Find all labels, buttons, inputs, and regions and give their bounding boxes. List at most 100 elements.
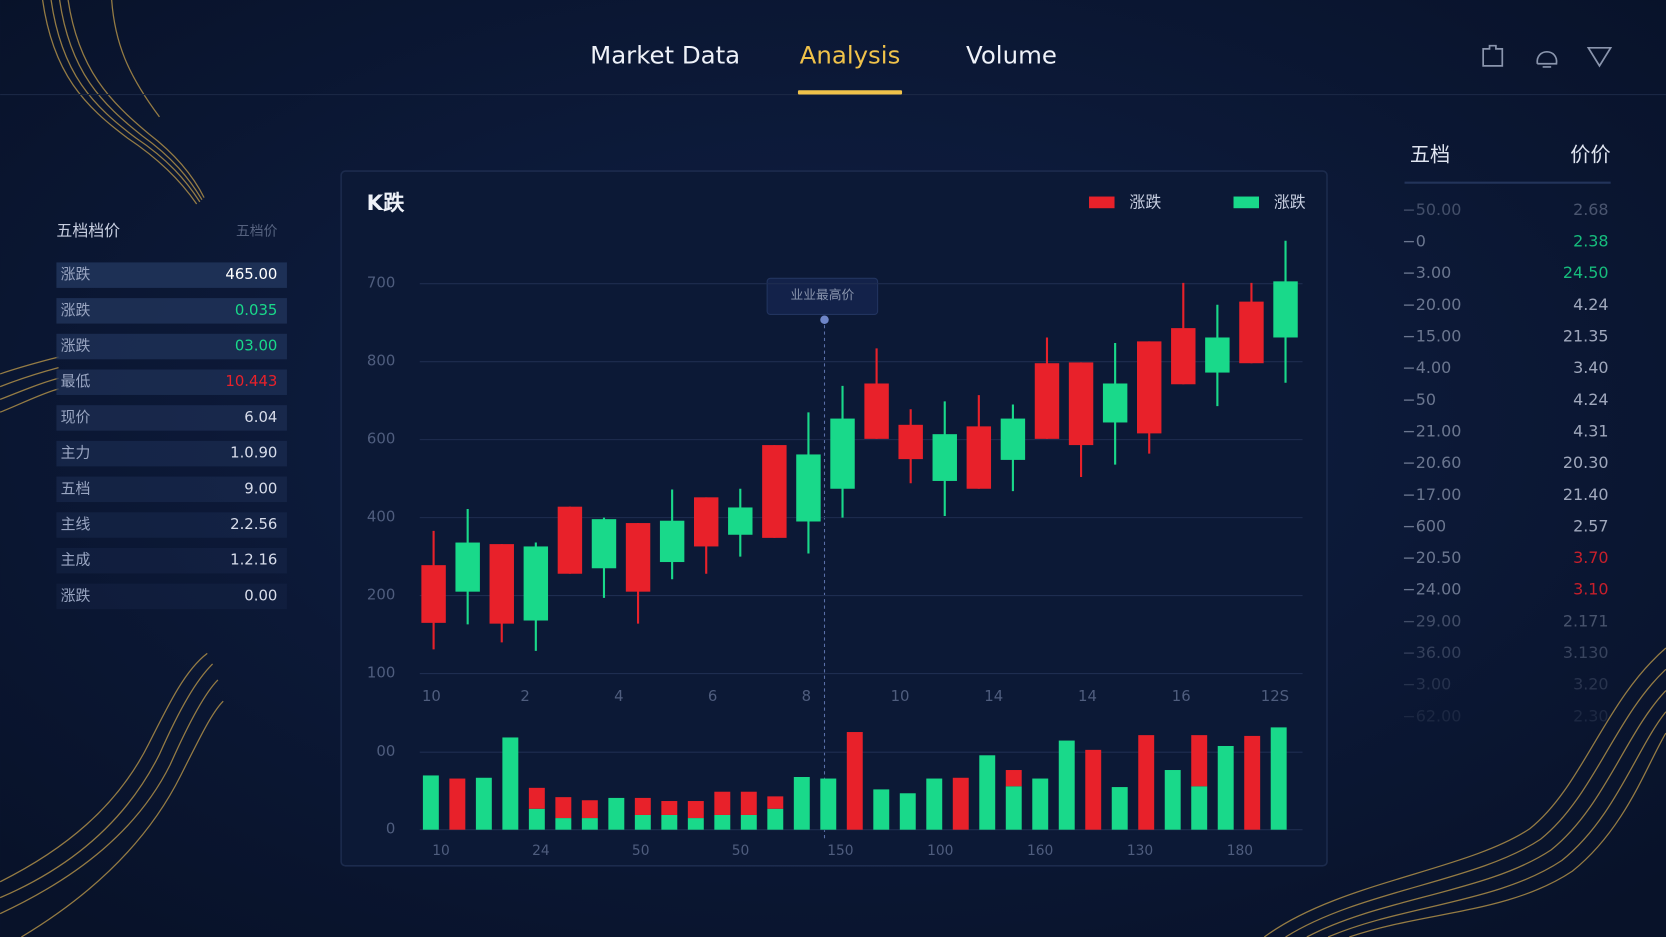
candle-body (1102, 383, 1128, 423)
y-tick-label: 800 (367, 352, 395, 370)
nav-tab[interactable]: Market Data (590, 40, 740, 69)
row-label: −50 (1402, 390, 1436, 409)
x-tick-label: 10 (432, 843, 450, 859)
candle-body (1171, 328, 1196, 385)
row-value: 1.0.90 (230, 444, 277, 462)
row-value: 2.2.56 (230, 515, 277, 533)
volume-bar (634, 814, 651, 830)
y-tick-label: 100 (367, 664, 395, 682)
x-tick-label: 12S (1261, 687, 1289, 705)
volume-bar (555, 818, 572, 830)
volume-bar (581, 818, 598, 830)
volume-bar (528, 787, 545, 809)
icon-button[interactable] (1482, 44, 1504, 67)
row-value: 03.00 (235, 337, 278, 355)
tooltip (766, 277, 879, 315)
panel-header: 五档档价 (56, 221, 120, 240)
candle-body (591, 519, 617, 569)
nav-tab[interactable]: Analysis (800, 40, 901, 69)
x-tick-label: 10 (422, 687, 441, 705)
row-value: 2.171 (1563, 611, 1609, 630)
volume-bar (1005, 786, 1022, 830)
y-tick-label: 700 (367, 274, 395, 292)
row-label: −20.50 (1402, 548, 1461, 567)
volume-bar (1111, 787, 1128, 830)
row-label: 主力 (61, 444, 91, 462)
row-value: 465.00 (225, 265, 277, 283)
row-value: 3.70 (1573, 548, 1608, 567)
candle-body (1239, 301, 1264, 364)
volume-bar (661, 801, 678, 815)
row-value: 21.40 (1563, 485, 1609, 504)
row-background (56, 512, 287, 538)
row-value: 2.68 (1573, 200, 1608, 219)
row-background (56, 262, 287, 288)
row-label: 涨跌 (61, 586, 91, 604)
icon-button[interactable] (1536, 50, 1558, 68)
row-background (56, 298, 287, 324)
volume-bar (1217, 745, 1234, 830)
row-value: 4.24 (1573, 295, 1608, 314)
candle-body (1136, 341, 1162, 434)
candle-body (659, 520, 685, 563)
nav-tab[interactable]: Volume (966, 40, 1057, 69)
volume-bar (1270, 727, 1287, 830)
tooltip-text: 业业最高价 (791, 287, 855, 303)
y-tick-label: 00 (376, 742, 395, 760)
legend-swatch (1233, 196, 1260, 209)
row-background (56, 476, 287, 503)
volume-bar (502, 737, 519, 830)
volume-bar (846, 732, 863, 830)
volume-bar (714, 791, 731, 815)
y-tick-label: 200 (367, 586, 395, 604)
volume-bar (740, 814, 757, 830)
row-label: −21.00 (1402, 421, 1461, 440)
row-value: 2.57 (1573, 516, 1608, 535)
volume-bar (952, 777, 969, 830)
row-background (56, 440, 287, 467)
row-label: 主线 (61, 515, 91, 533)
x-tick-label: 50 (632, 843, 650, 859)
x-tick-label: 4 (614, 687, 623, 705)
volume-bar (528, 808, 545, 830)
candle-body (523, 546, 549, 621)
icon-button[interactable] (1586, 46, 1613, 68)
row-label: −20.00 (1402, 295, 1461, 314)
y-tick-label: 400 (367, 508, 395, 526)
chart-title: K跌 (367, 191, 405, 216)
y-tick-label: 0 (386, 820, 395, 838)
volume-bar (979, 755, 996, 830)
x-tick-label: 180 (1227, 843, 1253, 859)
volume-bar (581, 800, 598, 819)
row-background (56, 333, 287, 360)
candle-body (489, 544, 514, 624)
volume-bar (1005, 770, 1022, 787)
row-value: 0.00 (244, 586, 277, 604)
row-label: −3.00 (1402, 263, 1451, 282)
volume-bar (1191, 735, 1208, 787)
row-value: 21.35 (1563, 326, 1609, 345)
volume-bar (661, 814, 678, 830)
x-tick-label: 2 (520, 687, 529, 705)
volume-bar (555, 797, 572, 819)
candle-body (898, 424, 923, 460)
row-label: −62.00 (1402, 706, 1461, 725)
x-tick-label: 130 (1127, 843, 1153, 859)
row-background (56, 369, 287, 395)
row-label: 最低 (61, 372, 91, 390)
crosshair-dot (820, 315, 829, 325)
row-background (56, 405, 287, 431)
candle-body (932, 434, 957, 481)
row-value: 3.130 (1563, 643, 1609, 662)
row-value: 3.20 (1573, 675, 1608, 694)
x-tick-label: 50 (732, 843, 750, 859)
row-label: −17.00 (1402, 485, 1461, 504)
y-tick-label: 600 (367, 430, 395, 448)
volume-bar (687, 818, 704, 830)
row-value: 20.30 (1563, 453, 1609, 472)
row-value: 3.40 (1573, 358, 1608, 377)
row-label: −4.00 (1402, 358, 1451, 377)
panel-header: 五档价 (236, 224, 278, 240)
